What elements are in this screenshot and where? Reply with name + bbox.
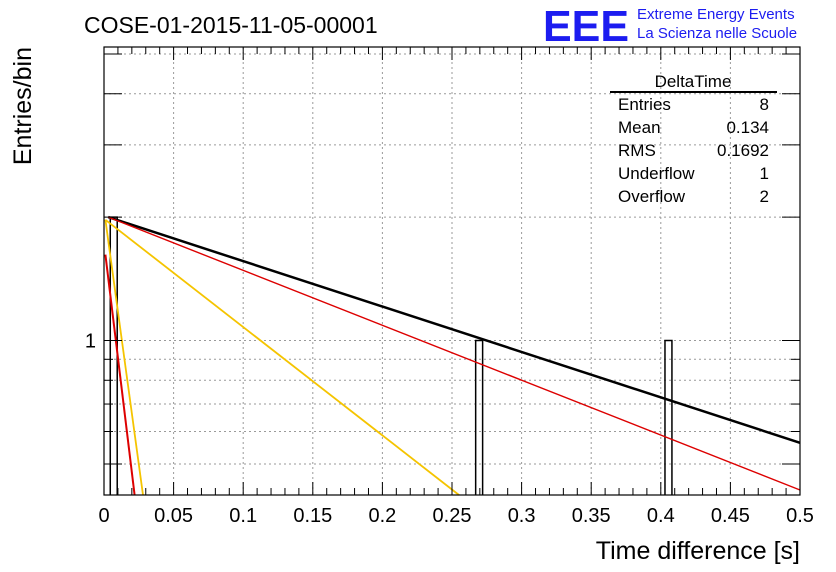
histogram-bar [664,339,673,495]
eee-logo: EEE Extreme Energy Events La Scienza nel… [543,2,797,51]
stats-label: Underflow [618,164,695,183]
x-tick-label: 0.5 [786,505,814,527]
stats-label: Overflow [618,187,686,206]
stats-title: DeltaTime [655,72,732,91]
fit-curve [104,219,144,496]
x-tick-label: 0.25 [433,505,472,527]
x-tick-label: 0.2 [368,505,396,527]
eee-logo-line1: Extreme Energy Events [637,6,795,23]
stats-label: Mean [618,118,661,137]
stats-value: 0.1692 [717,141,769,160]
x-tick-label: 0.3 [508,505,536,527]
y-tick-labels: 1 [85,331,96,353]
fit-curve [107,215,801,444]
x-tick-label: 0.05 [154,505,193,527]
x-tick-label: 0 [98,505,109,527]
stats-value: 2 [760,187,769,206]
fit-curves [104,215,801,496]
stats-label: Entries [618,95,671,114]
chart-title: COSE-01-2015-11-05-00001 [84,12,378,38]
eee-logo-line2: La Scienza nelle Scuole [637,25,797,42]
histogram [109,216,673,495]
stats-value: 0.134 [726,118,769,137]
histogram-bar [474,339,484,495]
stats-value: 8 [760,95,769,114]
stats-value: 1 [760,164,769,183]
x-tick-label: 0.45 [711,505,750,527]
fit-curve [104,254,136,496]
eee-logo-letters: EEE [543,2,629,51]
x-tick-label: 0.15 [293,505,332,527]
y-tick-label: 1 [85,331,96,353]
stats-label: RMS [618,141,656,160]
x-tick-labels: 0 0.05 0.1 0.15 0.2 0.25 0.3 0.35 0.4 0.45 0.5 [98,505,813,527]
grid [104,47,800,495]
fit-curve [104,219,460,496]
y-axis-label: Entries/bin [9,47,37,165]
x-tick-label: 0.1 [229,505,257,527]
axes-ticks [103,47,801,495]
stats-box: DeltaTime Entries 8 Mean 0.134 RMS 0.1692 Unde… [610,72,777,206]
x-axis-label: Time difference [s] [596,537,800,565]
fit-curve [107,216,801,491]
x-tick-label: 0.4 [647,505,675,527]
x-tick-label: 0.35 [572,505,611,527]
